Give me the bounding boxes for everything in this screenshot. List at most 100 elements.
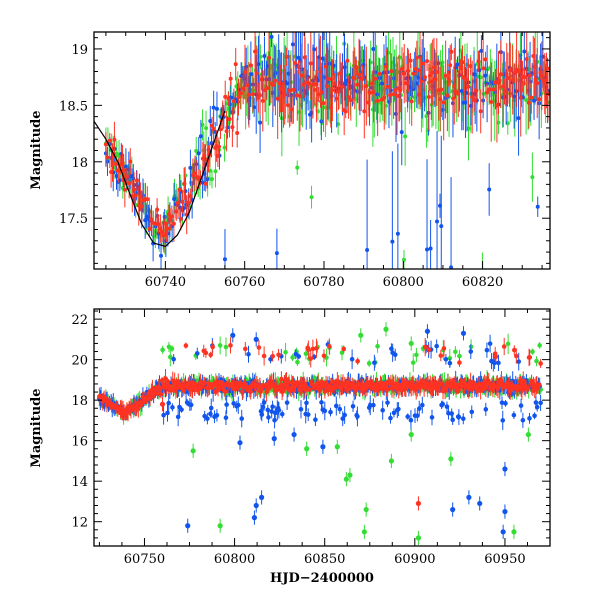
blue-data-point	[208, 411, 213, 417]
red-data-point	[310, 346, 316, 352]
red-data-point	[177, 187, 182, 192]
red-data-point	[466, 84, 471, 89]
blue-data-point	[439, 224, 444, 229]
red-data-point	[360, 75, 365, 80]
red-data-point	[452, 84, 457, 89]
blue-data-point	[449, 265, 454, 269]
blue-data-point	[435, 219, 440, 224]
green-data-point	[537, 343, 542, 348]
blue-data-point	[371, 46, 376, 51]
red-data-point	[260, 98, 265, 103]
blue-data-point	[440, 401, 446, 407]
red-data-point	[398, 88, 403, 93]
blue-data-point	[380, 407, 385, 413]
red-data-point	[464, 77, 469, 82]
red-data-point	[116, 168, 121, 173]
blue-data-point	[527, 416, 532, 421]
blue-data-point	[392, 352, 398, 358]
green-outlier-point	[358, 332, 364, 338]
red-data-point	[338, 71, 343, 76]
x-tick-label: 60760	[224, 275, 265, 290]
red-data-point	[270, 353, 276, 359]
green-outlier-point	[347, 472, 353, 478]
red-data-point	[529, 378, 534, 384]
green-data-point	[403, 134, 408, 139]
red-data-point	[469, 387, 475, 392]
green-data-point	[217, 343, 223, 348]
x-tick-label: 60850	[304, 552, 345, 567]
blue-data-point	[231, 401, 236, 406]
bottom-plot-frame	[93, 308, 551, 547]
green-data-point	[466, 126, 471, 131]
green-data-point	[295, 165, 300, 170]
red-data-point	[326, 343, 332, 349]
red-data-point	[483, 57, 488, 62]
red-data-point	[238, 91, 243, 96]
red-data-point	[186, 200, 191, 205]
blue-data-point	[329, 94, 334, 99]
red-data-point	[223, 389, 228, 394]
red-data-point	[218, 127, 223, 132]
blue-data-point	[456, 414, 462, 420]
red-data-point	[235, 130, 240, 135]
red-data-point	[127, 181, 132, 186]
red-data-point	[307, 387, 312, 393]
blue-data-point	[469, 409, 475, 415]
blue-data-point	[405, 414, 411, 419]
blue-data-point	[313, 417, 318, 423]
red-data-point	[105, 155, 110, 160]
red-data-point	[409, 99, 414, 104]
blue-data-point	[143, 218, 148, 223]
green-data-point	[290, 355, 295, 360]
blue-data-point	[235, 99, 240, 104]
blue-data-point	[483, 407, 489, 412]
red-data-point	[441, 346, 447, 351]
red-data-point	[542, 81, 547, 86]
green-data-point	[366, 361, 372, 366]
blue-data-point	[276, 407, 282, 413]
red-data-point	[328, 105, 333, 110]
red-data-point	[233, 62, 238, 67]
red-data-point	[389, 69, 394, 74]
red-data-point	[299, 73, 304, 78]
red-data-point	[159, 229, 164, 234]
red-data-point	[284, 54, 289, 59]
red-data-point	[377, 71, 382, 76]
red-data-point	[202, 153, 207, 158]
red-data-point	[182, 181, 187, 186]
blue-data-point	[487, 341, 493, 346]
blue-outlier-point	[253, 502, 259, 509]
red-data-point	[434, 70, 439, 75]
red-data-point	[133, 193, 138, 198]
red-data-point	[312, 87, 317, 92]
blue-data-point	[532, 98, 537, 103]
red-data-point	[302, 55, 307, 60]
red-data-point	[468, 64, 473, 69]
blue-data-point	[198, 134, 203, 139]
blue-outlier-point	[259, 494, 265, 500]
red-data-point	[367, 90, 372, 95]
blue-data-point	[224, 402, 229, 407]
red-data-point	[525, 385, 531, 391]
green-outlier-point	[448, 456, 454, 462]
red-data-point	[541, 78, 546, 83]
red-data-point	[422, 75, 427, 80]
blue-data-point	[298, 406, 304, 412]
blue-outlier-point	[251, 515, 258, 521]
red-data-point	[404, 81, 409, 86]
red-data-point	[210, 344, 215, 350]
red-data-point	[484, 90, 489, 95]
red-data-point	[414, 55, 419, 60]
red-data-point	[421, 61, 426, 66]
red-data-point	[165, 226, 170, 231]
red-data-point	[391, 92, 396, 97]
red-data-point	[512, 347, 517, 353]
blue-data-point	[477, 68, 482, 73]
blue-data-point	[416, 406, 422, 411]
red-data-point	[207, 381, 212, 387]
red-data-point	[538, 361, 543, 366]
x-tick-label: 60740	[145, 275, 186, 290]
green-data-point	[401, 257, 406, 262]
red-data-point	[354, 65, 359, 70]
red-data-point	[527, 73, 532, 78]
